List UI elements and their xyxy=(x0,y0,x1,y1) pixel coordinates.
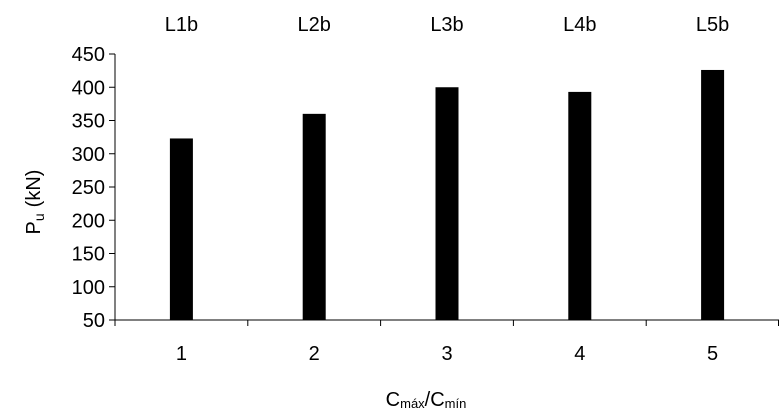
bar-2 xyxy=(302,113,326,320)
y-tick-label-5: 300 xyxy=(72,144,105,166)
x-axis-title-c-max: C xyxy=(386,389,400,411)
y-axis-title-unit: (kN) xyxy=(23,170,45,208)
top-label-4: L4b xyxy=(563,14,596,36)
x-axis-title-separator: /C xyxy=(425,389,445,411)
x-axis-title-sub-min: mín xyxy=(445,396,467,411)
y-axis-title: Pu (kN) xyxy=(23,170,47,235)
top-label-2: L2b xyxy=(298,14,331,36)
bars xyxy=(169,69,725,321)
y-tick-label-0: 50 xyxy=(83,310,105,332)
y-tick-label-2: 150 xyxy=(72,244,105,266)
bar-1 xyxy=(169,138,193,320)
y-axis-title-subscript: u xyxy=(31,213,47,221)
x-tick-label-1: 1 xyxy=(176,343,187,365)
y-tick-label-6: 350 xyxy=(72,111,105,133)
bar-4 xyxy=(568,91,592,320)
top-label-3: L3b xyxy=(430,14,463,36)
y-tick-label-8: 450 xyxy=(72,44,105,66)
x-axis-title: Cmáx/Cmín xyxy=(386,389,467,411)
y-tick-label-7: 400 xyxy=(72,77,105,99)
y-axis-title-main: P xyxy=(23,221,45,234)
x-axis-title-sub-max: máx xyxy=(400,396,425,411)
y-tick-label-4: 250 xyxy=(72,177,105,199)
x-axis: 1 2 3 4 5 xyxy=(114,319,779,365)
top-label-1: L1b xyxy=(165,14,198,36)
top-labels: L1b L2b L3b L4b L5b xyxy=(165,14,730,36)
bar-5 xyxy=(701,69,725,321)
top-label-5: L5b xyxy=(696,14,729,36)
x-tick-label-3: 3 xyxy=(441,343,452,365)
x-tick-label-5: 5 xyxy=(707,343,718,365)
y-tick-label-1: 100 xyxy=(72,277,105,299)
y-tick-label-3: 200 xyxy=(72,210,105,232)
y-axis: 50 100 150 200 250 300 350 400 450 xyxy=(72,44,116,332)
x-tick-label-4: 4 xyxy=(574,343,585,365)
x-tick-label-2: 2 xyxy=(309,343,320,365)
bar-3 xyxy=(435,87,459,320)
